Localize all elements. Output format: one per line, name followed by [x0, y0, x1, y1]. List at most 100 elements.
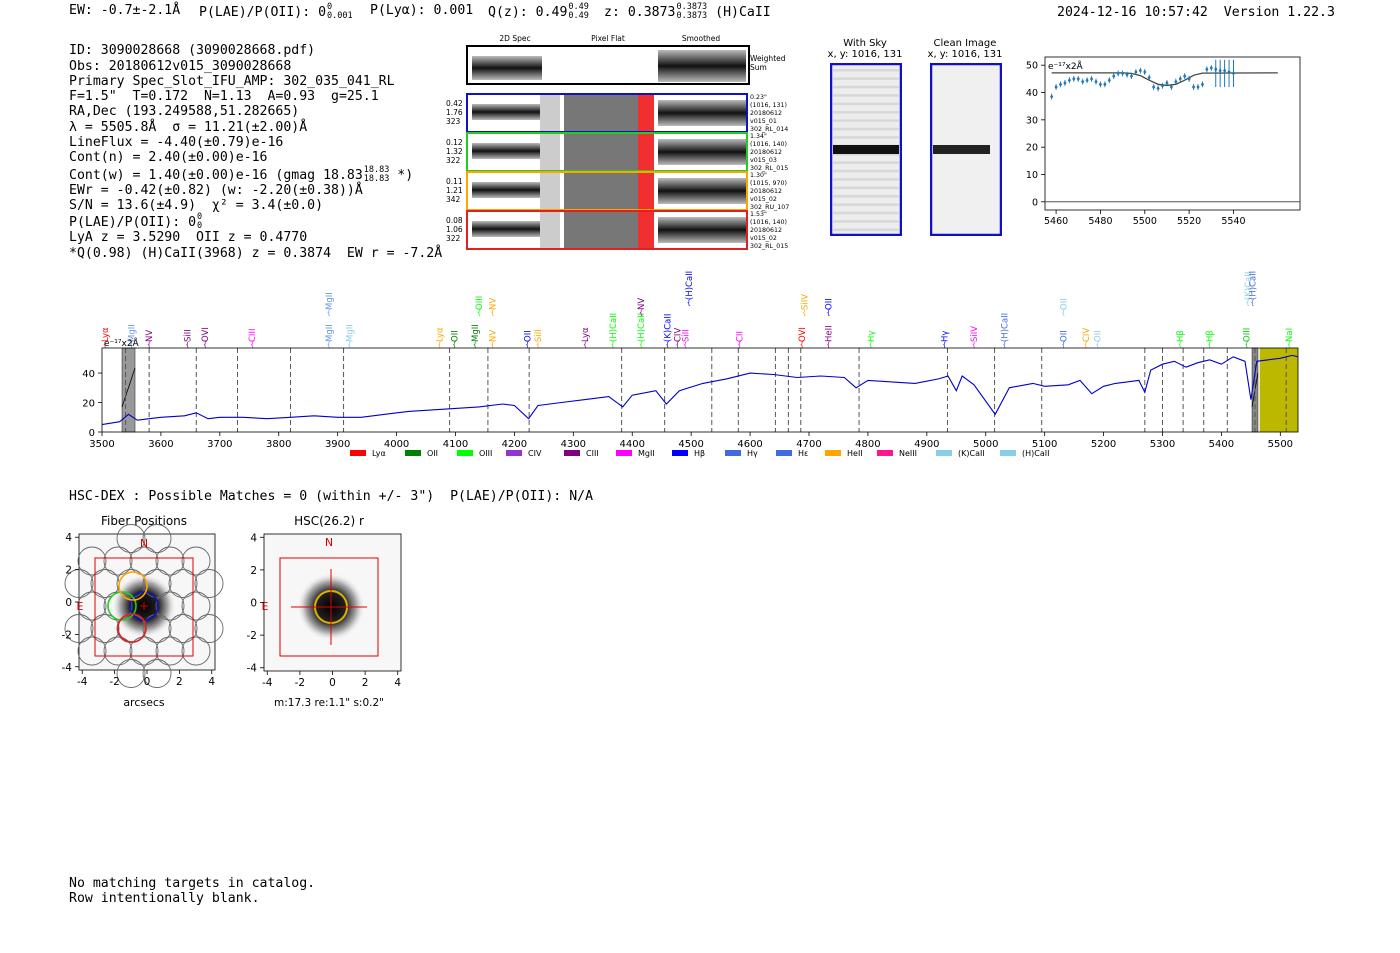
zoom-ytick-label: 30 [1026, 115, 1038, 126]
svg-text:{: { [477, 309, 481, 317]
fiber-circle [77, 636, 107, 666]
full-xtick-label: 4600 [737, 439, 762, 450]
hsc-ytick-label: 4 [250, 532, 257, 544]
svg-text:OII: OII [824, 298, 834, 310]
svg-text:Hγ: Hγ [747, 449, 758, 458]
line-id-label: (H)CaII{ [637, 313, 647, 349]
line-id-label: Hγ{ [867, 331, 877, 349]
zoom-data-point [1187, 75, 1191, 82]
svg-text:{: { [972, 341, 976, 349]
cutout-row-right-label: v015_02 [750, 196, 777, 203]
cutout-row-left-label: 342 [446, 195, 461, 204]
line-id-label: MgII{ [345, 324, 355, 349]
svg-text:{: { [1061, 309, 1065, 317]
line-id-label: OII{ [1060, 330, 1070, 349]
source-blob [112, 574, 176, 638]
svg-text:SiIV: SiIV [970, 326, 980, 342]
svg-text:(K)CaII: (K)CaII [664, 314, 674, 342]
svg-text:{: { [1287, 341, 1291, 349]
svg-text:{: { [1245, 341, 1249, 349]
line-id-label: CII{ [735, 331, 745, 349]
zoom-data-point [1200, 81, 1205, 88]
line-id-label: OII{ [450, 330, 460, 349]
legend-item: Hε [776, 449, 808, 458]
svg-text:Lyα: Lyα [101, 327, 111, 342]
fiber-circle [77, 546, 107, 576]
legend-item: (K)CaII [936, 449, 985, 458]
full-ytick-label: 0 [89, 428, 95, 439]
svg-text:{: { [129, 341, 133, 349]
line-id-label: OIII{ [475, 296, 485, 317]
full-xtick-label: 3800 [266, 439, 291, 450]
svg-text:{: { [665, 341, 669, 349]
zoom-xtick-label: 5460 [1044, 216, 1068, 227]
hsc-summary: HSC-DEX : Possible Matches = 0 (within +… [69, 489, 594, 504]
cutout-row-right-label: 302_RU_107 [750, 204, 789, 211]
zoom-data-point [1107, 77, 1111, 84]
clean-image [930, 63, 1002, 236]
fiber-center-marker: + [139, 599, 149, 613]
cutout-row-right-label: 1.30" [750, 172, 767, 179]
hsc-xtick-label: -2 [109, 676, 119, 688]
zoom-data-point [1160, 82, 1165, 89]
line-id-label: OII{ [1060, 298, 1070, 317]
fiber-circle [155, 546, 185, 576]
legend-item: NeIII [877, 449, 917, 458]
hsc-image-title: HSC(26.2) r [294, 514, 364, 528]
svg-text:{: { [1250, 299, 1254, 307]
info-lambda-sigma: λ = 5505.8Å σ = 11.21(±2.00)Å [69, 119, 308, 135]
info-cont-w: Cont(w) = 1.40(±0.00)e-16 (gmag 18.83 18.… [69, 164, 414, 184]
zoom-window-highlight [1259, 348, 1298, 432]
hsc-ytick-label: 2 [65, 565, 72, 577]
svg-text:{: { [942, 341, 946, 349]
svg-text:{: { [802, 309, 806, 317]
svg-text:CIV: CIV [674, 328, 684, 342]
svg-text:{: { [1095, 341, 1099, 349]
info-block: ID: 3090028668 (3090028668.pdf) Obs: 2018… [69, 28, 442, 276]
hsc-xtick-label: 4 [394, 677, 401, 689]
cutout-row-right-label: 302_RL_015 [750, 165, 788, 172]
line-id-label: SiII{ [681, 329, 691, 349]
svg-text:{: { [203, 341, 207, 349]
matched-fiber-circle [107, 591, 137, 621]
full-xtick-label: 4200 [502, 439, 527, 450]
svg-text:OII: OII [1060, 330, 1070, 342]
line-id-label: OII{ [1094, 330, 1104, 349]
line-id-label: SiIV{ [970, 326, 980, 349]
fiber-circle [142, 614, 172, 643]
svg-text:{: { [452, 341, 456, 349]
svg-text:CIV: CIV [1082, 328, 1092, 342]
hsc-north-label: N [325, 536, 333, 549]
cutout-row-left-label: 0.12 [446, 138, 463, 147]
line-id-label: OVI{ [201, 327, 211, 349]
info-best-solution: *Q(0.98) (H)CaII(3968) z = 0.3874 EW r =… [69, 245, 443, 261]
svg-text:(H)CaII: (H)CaII [637, 313, 647, 342]
legend-item: OIII [457, 449, 492, 458]
fiber-circle [142, 524, 172, 553]
svg-text:NV: NV [489, 298, 499, 310]
line-id-label: CIV{ [1082, 328, 1092, 349]
fiber-circle [194, 569, 224, 598]
cutout-row-right-label: v015_01 [750, 118, 777, 125]
hsc-ytick-label: -2 [62, 629, 72, 641]
footer-line1: No matching targets in catalog. [69, 876, 316, 891]
hsc-ytick-label: -4 [62, 662, 73, 674]
zoom-ytick-label: 40 [1026, 88, 1038, 99]
svg-text:{: { [826, 341, 830, 349]
svg-text:(H)CaII: (H)CaII [685, 271, 695, 300]
line-id-label: OII{ [523, 330, 533, 349]
svg-text:OII: OII [523, 330, 533, 342]
matched-fiber-circle [118, 571, 148, 601]
fiber-circle [142, 569, 172, 598]
zoom-data-point [1072, 75, 1076, 82]
fiber-cutouts: 2D Spec Pixel Flat Smoothed Weighted Sum… [446, 34, 789, 250]
svg-text:CIII: CIII [248, 329, 258, 342]
line-id-label: HeII{ [824, 325, 834, 349]
cutout-row-left-label: 322 [446, 156, 461, 165]
legend-item: Lyα [350, 449, 386, 458]
full-xtick-label: 5000 [973, 439, 998, 450]
cutout-row-left-label: 1.32 [446, 147, 463, 156]
fiber-east-label: E [77, 600, 84, 613]
full-xtick-label: 4000 [384, 439, 409, 450]
